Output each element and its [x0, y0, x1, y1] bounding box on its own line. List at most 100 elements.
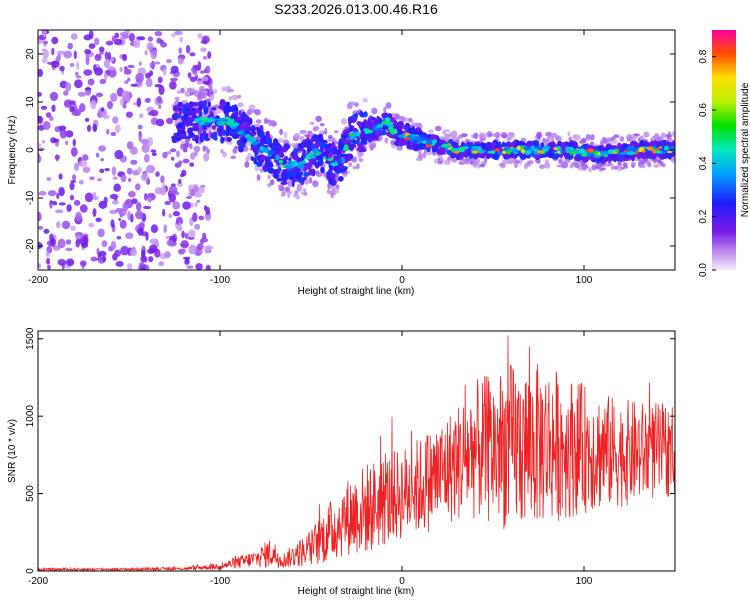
spectrogram-noise-blob: [70, 225, 76, 231]
spectrogram-ridge-blob: [195, 137, 199, 144]
spectrogram-noise-blob: [58, 173, 63, 180]
spectrogram-halo-blob: [418, 149, 422, 155]
spectrogram-noise-blob: [45, 112, 52, 118]
spectrogram-halo-blob: [653, 163, 660, 168]
spectrogram-noise-blob: [194, 223, 201, 230]
spectrogram-noise-blob: [65, 247, 73, 252]
spectrogram-noise-blob: [201, 186, 205, 194]
spectrogram-core-blob: [494, 148, 500, 152]
spectrogram-noise-blob: [146, 164, 155, 174]
spectrogram-noise-blob: [137, 166, 142, 174]
spectrogram-halo-blob: [477, 163, 481, 169]
spectrogram-noise-blob: [58, 202, 66, 206]
spectrogram-noise-blob: [119, 32, 129, 37]
spectrogram-halo-blob: [306, 130, 313, 134]
spectrogram-ridge-blob: [341, 167, 347, 172]
spectrogram-noise-blob: [137, 124, 143, 130]
spectrogram-halo-blob: [640, 164, 646, 169]
spectrogram-core-blob: [647, 146, 654, 151]
spectrogram-halo-blob: [248, 104, 256, 110]
spectrogram-halo-blob: [335, 184, 340, 190]
spectrogram-noise-blob: [104, 168, 110, 172]
spectrogram-noise-blob: [149, 244, 158, 253]
spectrogram-core-blob: [565, 148, 572, 153]
spectrogram-noise-blob: [127, 64, 135, 69]
spectrogram-noise-blob: [196, 80, 204, 85]
spectrogram-noise-blob: [49, 116, 54, 121]
spectrogram-ridge-blob: [640, 143, 648, 147]
spectrogram-noise-blob: [88, 222, 95, 228]
spectrogram-noise-blob: [55, 154, 59, 162]
spectrogram-noise-blob: [130, 159, 138, 165]
spectrogram-halo-blob: [384, 137, 389, 144]
spectrogram-noise-blob: [111, 200, 120, 205]
spectrogram-noise-blob: [150, 149, 157, 153]
spectrogram-ytick-label: 10: [25, 96, 36, 108]
spectrogram-ridge-blob: [485, 141, 492, 150]
spectrogram-halo-blob: [277, 138, 285, 143]
spectrogram-core-blob: [327, 158, 334, 162]
spectrogram-noise-blob: [182, 158, 190, 164]
spectrogram-core-blob: [275, 155, 280, 161]
spectrogram-noise-blob: [129, 146, 138, 155]
spectrogram-halo-blob: [600, 167, 606, 171]
spectrogram-ridge-blob: [347, 157, 351, 161]
snr-ytick-label: 1500: [25, 327, 36, 350]
spectrogram-halo-blob: [300, 191, 308, 195]
spectrogram-noise-blob: [127, 210, 131, 221]
spectrogram-noise-blob: [87, 78, 95, 86]
spectrogram-noise-blob: [140, 138, 149, 145]
spectrogram-ridge-blob: [475, 152, 481, 158]
spectrogram-halo-blob: [370, 141, 377, 149]
spectrogram-core-blob: [390, 129, 395, 135]
spectrogram-noise-blob: [196, 199, 201, 203]
spectrogram-noise-blob: [107, 100, 113, 110]
spectrogram-noise-blob: [168, 193, 176, 203]
spectrogram-ridge-blob: [288, 157, 292, 162]
spectrogram-ridge-blob: [227, 137, 232, 142]
spectrogram-noise-blob: [112, 116, 119, 124]
spectrogram-ridge-blob: [338, 142, 345, 151]
spectrogram-ridge-blob: [271, 169, 278, 174]
spectrogram-noise-blob: [65, 239, 72, 245]
spectrogram-noise-blob: [188, 244, 198, 255]
spectrogram-noise-blob: [42, 30, 47, 38]
spectrogram-ridge-blob: [351, 139, 357, 145]
spectrogram-halo-blob: [478, 132, 485, 140]
spectrogram-ridge-blob: [232, 134, 239, 139]
spectrogram-noise-blob: [69, 106, 75, 113]
spectrogram-noise-blob: [130, 213, 134, 223]
spectrogram-core-blob: [222, 119, 229, 122]
spectrogram-noise-blob: [69, 182, 75, 191]
spectrogram-halo-blob: [605, 139, 610, 144]
spectrogram-noise-blob: [73, 50, 77, 60]
spectrogram-ridge-blob: [343, 134, 348, 139]
spectrogram-halo-blob: [263, 117, 269, 125]
spectrogram-ytick-label: 0: [25, 147, 36, 153]
spectrogram-halo-blob: [612, 135, 616, 140]
spectrogram-halo-blob: [228, 88, 235, 93]
spectrogram-halo-blob: [442, 130, 446, 135]
spectrogram-halo-blob: [303, 188, 307, 192]
spectrogram-ridge-blob: [259, 124, 264, 132]
spectrogram-noise-blob: [55, 209, 64, 214]
spectrogram-noise-blob: [169, 148, 177, 153]
spectrogram-halo-blob: [232, 148, 238, 154]
spectrogram-noise-blob: [144, 50, 148, 56]
spectrogram-halo-blob: [327, 182, 331, 190]
spectrogram-noise-blob: [205, 65, 211, 74]
spectrogram-noise-blob: [90, 99, 97, 110]
spectrogram-core-blob: [506, 150, 512, 155]
spectrogram-halo-blob: [308, 177, 313, 184]
spectrogram-noise-blob: [83, 69, 93, 76]
spectrogram-halo-blob: [362, 98, 368, 103]
spectrogram-halo-blob: [494, 131, 501, 139]
spectrogram-core-blob: [652, 149, 657, 154]
spectrogram-core-blob: [532, 148, 540, 152]
spectrogram-core-blob: [426, 140, 433, 145]
spectrogram-noise-blob: [38, 115, 44, 125]
spectrogram-ridge-blob: [179, 104, 185, 108]
spectrogram-core-blob: [560, 150, 564, 154]
snr-xtick-label: -100: [210, 576, 230, 587]
spectrogram-ridge-blob: [281, 159, 287, 165]
